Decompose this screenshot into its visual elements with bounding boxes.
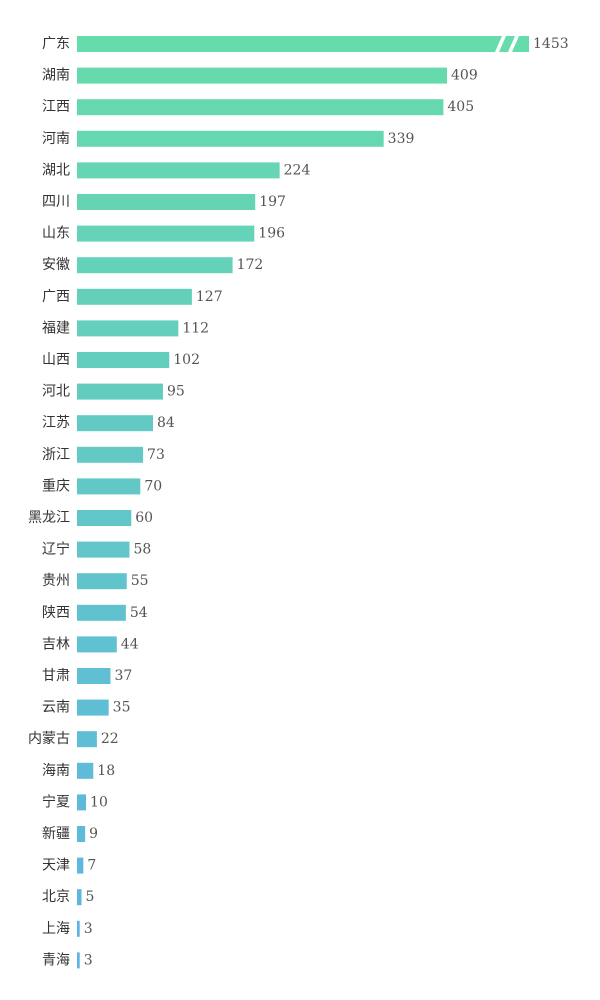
bar — [77, 952, 80, 969]
bar — [77, 130, 384, 147]
value-label: 58 — [133, 542, 151, 558]
value-label: 22 — [101, 731, 119, 747]
value-label: 3 — [84, 952, 93, 968]
bar — [77, 857, 84, 874]
bar — [77, 699, 109, 716]
value-label: 9 — [89, 826, 98, 842]
category-label: 安徽 — [42, 257, 70, 273]
category-label: 北京 — [42, 889, 70, 905]
bar — [77, 383, 163, 400]
value-label: 60 — [135, 510, 153, 526]
value-label: 102 — [173, 352, 200, 368]
category-label: 甘肃 — [42, 668, 70, 684]
axis-break-mark — [508, 36, 519, 52]
bar — [77, 794, 87, 811]
category-label: 河南 — [42, 131, 70, 147]
category-labels: 广东湖南江西河南湖北四川山东安徽广西福建山西河北江苏浙江重庆黑龙江辽宁贵州陕西吉… — [28, 36, 70, 968]
category-label: 河北 — [42, 384, 70, 400]
category-label: 四川 — [42, 194, 70, 210]
value-label: 3 — [84, 921, 93, 937]
bar — [77, 573, 127, 590]
category-label: 内蒙古 — [28, 731, 70, 747]
category-label: 浙江 — [42, 447, 70, 463]
category-label: 青海 — [42, 952, 70, 968]
value-label: 112 — [182, 320, 209, 336]
value-label: 95 — [167, 384, 185, 400]
category-label: 广东 — [42, 36, 70, 52]
bar — [77, 636, 117, 653]
value-label: 7 — [87, 858, 96, 874]
category-label: 新疆 — [42, 826, 70, 842]
bar — [77, 257, 233, 274]
category-label: 广西 — [42, 289, 70, 305]
bar — [77, 288, 192, 305]
category-label: 黑龙江 — [28, 510, 70, 526]
value-label: 405 — [447, 99, 474, 115]
category-label: 吉林 — [42, 636, 70, 652]
value-label: 54 — [130, 605, 148, 621]
bar — [77, 446, 144, 463]
value-labels: 1453409405339224197196172127112102958473… — [84, 36, 569, 968]
value-label: 1453 — [533, 36, 569, 52]
bar — [77, 541, 130, 558]
bar — [77, 478, 141, 495]
category-label: 山西 — [42, 352, 70, 368]
value-label: 339 — [388, 131, 415, 147]
category-label: 湖北 — [42, 162, 70, 178]
category-label: 江西 — [42, 99, 70, 115]
value-label: 409 — [451, 68, 478, 84]
value-label: 84 — [157, 415, 175, 431]
value-label: 127 — [196, 289, 223, 305]
category-label: 福建 — [42, 320, 70, 336]
category-label: 陕西 — [42, 605, 70, 621]
category-label: 辽宁 — [42, 541, 70, 558]
category-label: 贵州 — [42, 573, 70, 589]
bar — [77, 352, 170, 368]
bar — [77, 668, 111, 684]
value-label: 35 — [113, 700, 131, 716]
value-label: 73 — [147, 447, 165, 463]
bar — [77, 604, 126, 621]
category-label: 云南 — [42, 700, 70, 716]
bar — [77, 920, 80, 937]
bar — [77, 36, 529, 52]
bar — [77, 194, 256, 210]
category-label: 海南 — [42, 763, 70, 779]
value-label: 197 — [259, 194, 286, 210]
value-label: 55 — [131, 573, 149, 589]
category-label: 山东 — [42, 226, 70, 242]
bar — [77, 225, 255, 242]
value-label: 172 — [237, 257, 264, 273]
value-label: 5 — [86, 889, 95, 905]
axis-break-mark — [495, 36, 506, 52]
bar — [77, 826, 86, 842]
category-label: 江苏 — [42, 415, 70, 431]
value-label: 196 — [258, 226, 285, 242]
value-label: 18 — [97, 763, 115, 779]
category-label: 上海 — [42, 921, 70, 937]
value-label: 10 — [90, 794, 108, 810]
value-label: 37 — [114, 668, 132, 684]
value-label: 70 — [144, 478, 162, 494]
category-label: 湖南 — [42, 68, 70, 84]
bar — [77, 762, 94, 779]
bar — [77, 415, 153, 432]
bar — [77, 162, 280, 179]
bars — [77, 36, 529, 969]
value-label: 44 — [121, 636, 139, 652]
bar — [77, 320, 179, 337]
category-label: 宁夏 — [42, 793, 70, 810]
bar — [77, 889, 82, 906]
category-label: 重庆 — [42, 478, 70, 494]
category-label: 天津 — [42, 858, 70, 874]
bar — [77, 731, 97, 748]
bar — [77, 67, 447, 84]
value-label: 224 — [284, 162, 311, 178]
bar — [77, 510, 132, 526]
bar — [77, 99, 444, 116]
